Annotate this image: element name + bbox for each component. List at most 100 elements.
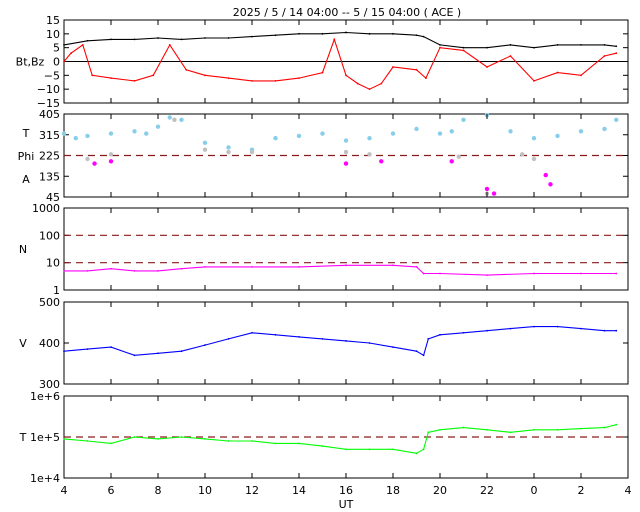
phi-angle-point [85, 133, 90, 139]
temperature-data-point [63, 437, 65, 440]
phi-angle-point [491, 191, 497, 196]
phi-angle-point [172, 117, 177, 122]
velocity-data-point [180, 350, 183, 353]
density-data-point [133, 269, 136, 272]
phi-angle-ytick-label: 45 [46, 191, 60, 204]
density-data-point [415, 266, 418, 268]
x-tick-label: 10 [198, 484, 212, 497]
magnetic-field-data-point [486, 46, 488, 49]
magnetic-field-data-point [81, 44, 84, 46]
magnetic-field-data-point [439, 44, 441, 46]
magnetic-field-data-point [204, 74, 206, 77]
velocity-data-point [603, 329, 606, 332]
magnetic-field-data-point [603, 55, 606, 57]
velocity-ylabel: V [19, 337, 27, 350]
temperature-data-point [345, 448, 347, 451]
x-tick-label: 2 [578, 484, 585, 497]
temperature-data-point [509, 431, 512, 434]
magnetic-field-ytick-label: 5 [53, 42, 60, 55]
magnetic-field-data-point [70, 52, 72, 55]
magnetic-field-data-point [274, 79, 277, 82]
magnetic-field-data-point [603, 44, 606, 46]
temperature-data-point [368, 448, 371, 451]
x-axis-title: UT [339, 498, 354, 511]
phi-angle-point [531, 156, 537, 162]
phi-angle-point [144, 131, 149, 136]
temperature-ytick-label: 1e+4 [30, 472, 60, 485]
magnetic-field-data-point [321, 71, 324, 74]
phi-angle-point [555, 133, 560, 139]
density-data-point [580, 272, 582, 275]
density-data-point [251, 266, 253, 268]
temperature-data-point [415, 452, 418, 455]
velocity-data-point [157, 352, 159, 355]
chart-title: 2025 / 5 / 14 04:00 -- 5 / 15 04:00 ( AC… [233, 6, 461, 19]
velocity-data-point [533, 325, 535, 328]
density-ytick-label: 100 [39, 229, 60, 242]
x-tick-label: 4 [625, 484, 632, 497]
density-data-point [110, 267, 112, 270]
phi-angle-ylabel-line: A [22, 173, 30, 186]
density-frame [63, 207, 629, 291]
velocity-ytick-label: 400 [39, 337, 60, 350]
phi-angle-point [449, 159, 454, 164]
magnetic-field-data-point [298, 32, 300, 35]
temperature-data-point [204, 437, 206, 440]
phi-angle-point [108, 159, 114, 164]
velocity-data-point [422, 354, 425, 357]
magnetic-field-data-point [486, 66, 488, 68]
magnetic-field-data-point [380, 82, 383, 85]
phi-angle-point [414, 126, 419, 132]
density-data-point [392, 264, 394, 267]
magnetic-field-data-point [345, 74, 347, 77]
phi-angle-point [508, 129, 513, 134]
velocity-data-point [86, 348, 89, 351]
density-ytick-label: 1 [53, 284, 60, 297]
magnetic-field-data-point [91, 74, 94, 77]
temperature-data-point [486, 428, 488, 431]
phi-angle-point [343, 149, 349, 155]
magnetic-field-data-point [333, 38, 336, 41]
phi-angle-point [226, 145, 231, 150]
phi-angle-point [379, 159, 384, 164]
magnetic-field-ytick-label: −5 [44, 69, 60, 82]
phi-angle-point [132, 129, 137, 134]
magnetic-field-data-point [298, 77, 300, 79]
phi-angle-ytick-label: 315 [39, 129, 60, 142]
velocity-data-point [274, 333, 277, 336]
phi-angle-point [614, 117, 619, 122]
magnetic-field-data-point [425, 77, 427, 79]
velocity-data-point [415, 350, 418, 353]
magnetic-field-data-point [63, 60, 65, 63]
magnetic-field-data-point [133, 38, 136, 41]
temperature-data-point [422, 448, 425, 451]
phi-angle-point [179, 117, 184, 122]
velocity-data-point [110, 346, 112, 348]
velocity-data-point [345, 340, 347, 342]
density-ytick-label: 1000 [32, 202, 60, 215]
magnetic-field-series-1 [63, 37, 617, 90]
magnetic-field-ytick-label: 10 [46, 28, 60, 41]
temperature-ytick-label: 1e+6 [30, 390, 60, 403]
velocity-data-point [204, 344, 206, 346]
phi-angle-ytick-label: 135 [39, 170, 60, 183]
magnetic-field-data-point [168, 44, 171, 46]
phi-angle-point [273, 136, 278, 141]
magnetic-field-ytick-label: −15 [37, 97, 60, 110]
density-data-point [86, 269, 89, 272]
phi-angle-point [320, 131, 325, 136]
density-series-0 [64, 264, 617, 276]
magnetic-field-data-point [63, 44, 65, 46]
magnetic-field-ytick-label: 0 [53, 56, 60, 69]
velocity-data-point [556, 325, 559, 328]
x-tick-label: 4 [61, 484, 68, 497]
temperature-ylabel: T [19, 431, 27, 444]
magnetic-field-data-point [110, 77, 112, 79]
density-data-point [204, 266, 206, 268]
magnetic-field-data-point [368, 88, 371, 91]
density-data-point [345, 264, 347, 267]
phi-angle-point [296, 133, 302, 139]
magnetic-field-data-point [251, 79, 253, 82]
phi-angle-point [73, 136, 78, 141]
magnetic-field-ylabel: Bt,Bz [16, 56, 45, 69]
